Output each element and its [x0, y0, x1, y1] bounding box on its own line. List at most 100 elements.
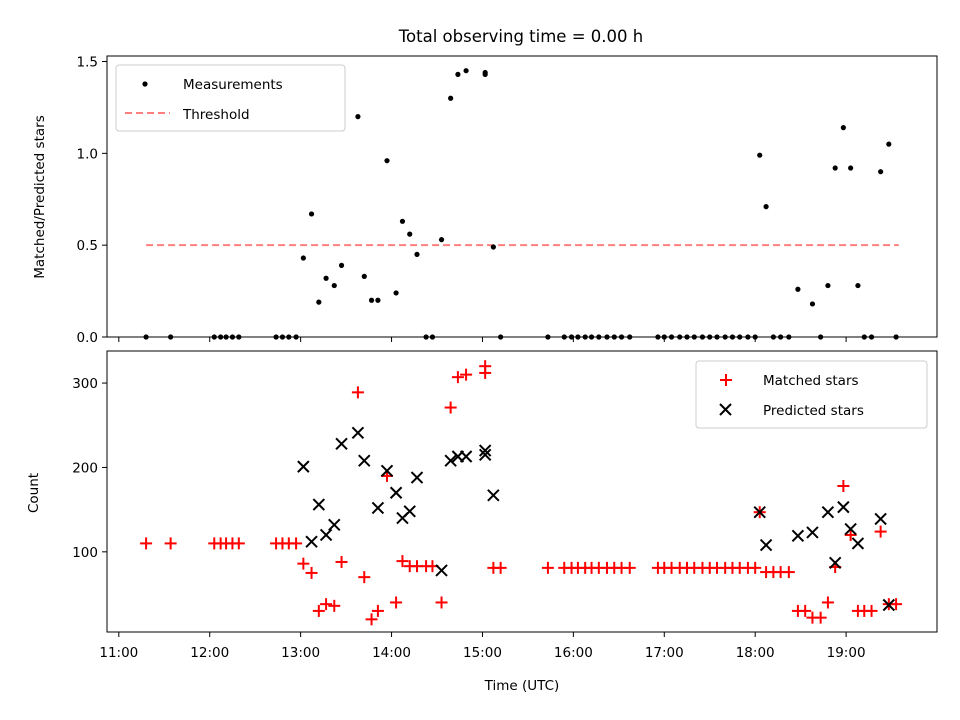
predicted-star-stroke-b	[837, 500, 850, 514]
measurement-point	[355, 114, 361, 120]
legend-matched-label: Matched stars	[763, 373, 859, 389]
matched-star-point	[371, 604, 384, 617]
matched-star-point	[390, 596, 403, 609]
measurement-point	[300, 255, 306, 261]
bottom-x-tick-label: 14:00	[372, 645, 411, 661]
measurement-point	[211, 334, 217, 340]
measurement-point	[737, 334, 743, 340]
top-y-axis-label: Matched/Predicted stars	[32, 115, 48, 278]
measurement-point	[795, 286, 801, 292]
predicted-stars-series	[297, 426, 896, 612]
predicted-star-stroke-b	[380, 464, 394, 478]
predicted-star-point	[312, 498, 326, 511]
matched-star-point	[396, 555, 409, 568]
matched-star-point	[305, 566, 318, 579]
predicted-star-stroke-b	[351, 426, 365, 440]
measurement-point	[223, 334, 229, 340]
matched-star-point	[312, 604, 325, 617]
bottom-panel: 100 200 300 11:00 12:00 13:00 14:00 15:00 16:00…	[26, 350, 938, 694]
bottom-x-tick-label: 12:00	[190, 645, 229, 661]
measurement-point	[778, 334, 784, 340]
bottom-y-tick-label: 100	[72, 545, 98, 561]
predicted-star-point	[837, 500, 850, 514]
measurement-point	[375, 297, 381, 303]
measurement-point	[384, 158, 390, 164]
predicted-star-point	[478, 448, 492, 461]
predicted-star-point	[444, 454, 457, 467]
predicted-star-stroke-b	[791, 529, 805, 543]
top-y-tick-label: 0.0	[77, 330, 98, 346]
measurement-point	[279, 334, 286, 340]
measurement-point	[809, 301, 816, 307]
measurement-point	[611, 334, 617, 340]
measurement-point	[752, 334, 758, 340]
legend-threshold-label: Threshold	[182, 107, 250, 123]
legend-matched-marker	[720, 374, 732, 386]
measurement-point	[588, 334, 595, 340]
legend-measurements-label: Measurements	[183, 77, 283, 93]
matched-star-point	[837, 480, 850, 493]
matched-star-point	[297, 557, 310, 570]
measurement-point	[498, 334, 504, 340]
matched-star-point	[479, 366, 492, 379]
measurement-point	[423, 334, 429, 340]
measurement-point	[668, 334, 675, 340]
predicted-star-stroke-b	[459, 450, 473, 463]
measurement-point	[143, 334, 149, 340]
measurement-point	[604, 334, 610, 340]
measurement-point	[861, 334, 867, 340]
predicted-star-point	[753, 505, 766, 519]
measurement-point	[438, 237, 445, 243]
predicted-star-point	[371, 501, 385, 515]
bottom-x-tick-label: 19:00	[827, 645, 866, 661]
top-legend-box	[115, 64, 346, 132]
measurement-point	[886, 141, 892, 147]
predicted-star-point	[380, 464, 394, 478]
bottom-x-tick-label: 17:00	[645, 645, 684, 661]
matched-star-point	[328, 599, 341, 612]
measurement-point	[855, 282, 861, 289]
bottom-plot-frame	[106, 350, 938, 633]
top-y-axis: 0.0 0.5 1.0 1.5	[77, 55, 107, 346]
legend-predicted-label: Predicted stars	[763, 403, 864, 419]
bottom-y-axis: 100 200 300	[72, 376, 107, 561]
measurement-point	[661, 334, 667, 340]
predicted-star-point	[478, 444, 492, 457]
measurement-point	[218, 334, 224, 340]
predicted-star-point	[487, 489, 500, 502]
predicted-star-point	[351, 426, 365, 440]
measurement-point	[878, 169, 884, 175]
predicted-star-stroke-b	[844, 522, 857, 536]
predicted-star-point	[335, 437, 348, 451]
predicted-star-point	[297, 460, 310, 473]
matched-star-point	[782, 566, 795, 579]
top-panel: 0.0 0.5 1.0 1.5 Matched/Predicted stars Mea…	[32, 55, 938, 346]
matched-star-point	[874, 525, 887, 538]
predicted-star-stroke-b	[305, 535, 318, 548]
bottom-x-tick-label: 11:00	[99, 645, 138, 661]
measurement-point	[582, 334, 588, 340]
measurement-point	[575, 334, 581, 340]
predicted-star-stroke-b	[312, 498, 326, 511]
matched-star-point	[435, 596, 448, 609]
matched-star-point	[335, 555, 348, 568]
measurement-point	[691, 334, 697, 340]
measurement-point	[545, 334, 551, 340]
legend-predicted-marker	[719, 403, 732, 416]
predicted-star-stroke-b	[882, 598, 896, 612]
predicted-star-stroke-b	[487, 489, 500, 502]
measurement-point	[848, 165, 854, 171]
measurement-point	[840, 125, 846, 131]
predicted-star-stroke-b	[297, 460, 310, 473]
matched-star-point	[814, 611, 827, 624]
measurement-point	[293, 334, 299, 340]
predicted-star-stroke-b	[435, 564, 448, 577]
measurement-point	[618, 334, 625, 340]
matched-star-point	[140, 537, 153, 550]
predicted-star-stroke-b	[371, 501, 385, 515]
matched-star-point	[821, 596, 834, 609]
measurement-point	[699, 334, 706, 340]
matched-star-point	[460, 368, 473, 381]
bottom-x-axis: 11:00 12:00 13:00 14:00 15:00 16:00 17:00 18:00…	[99, 632, 866, 661]
